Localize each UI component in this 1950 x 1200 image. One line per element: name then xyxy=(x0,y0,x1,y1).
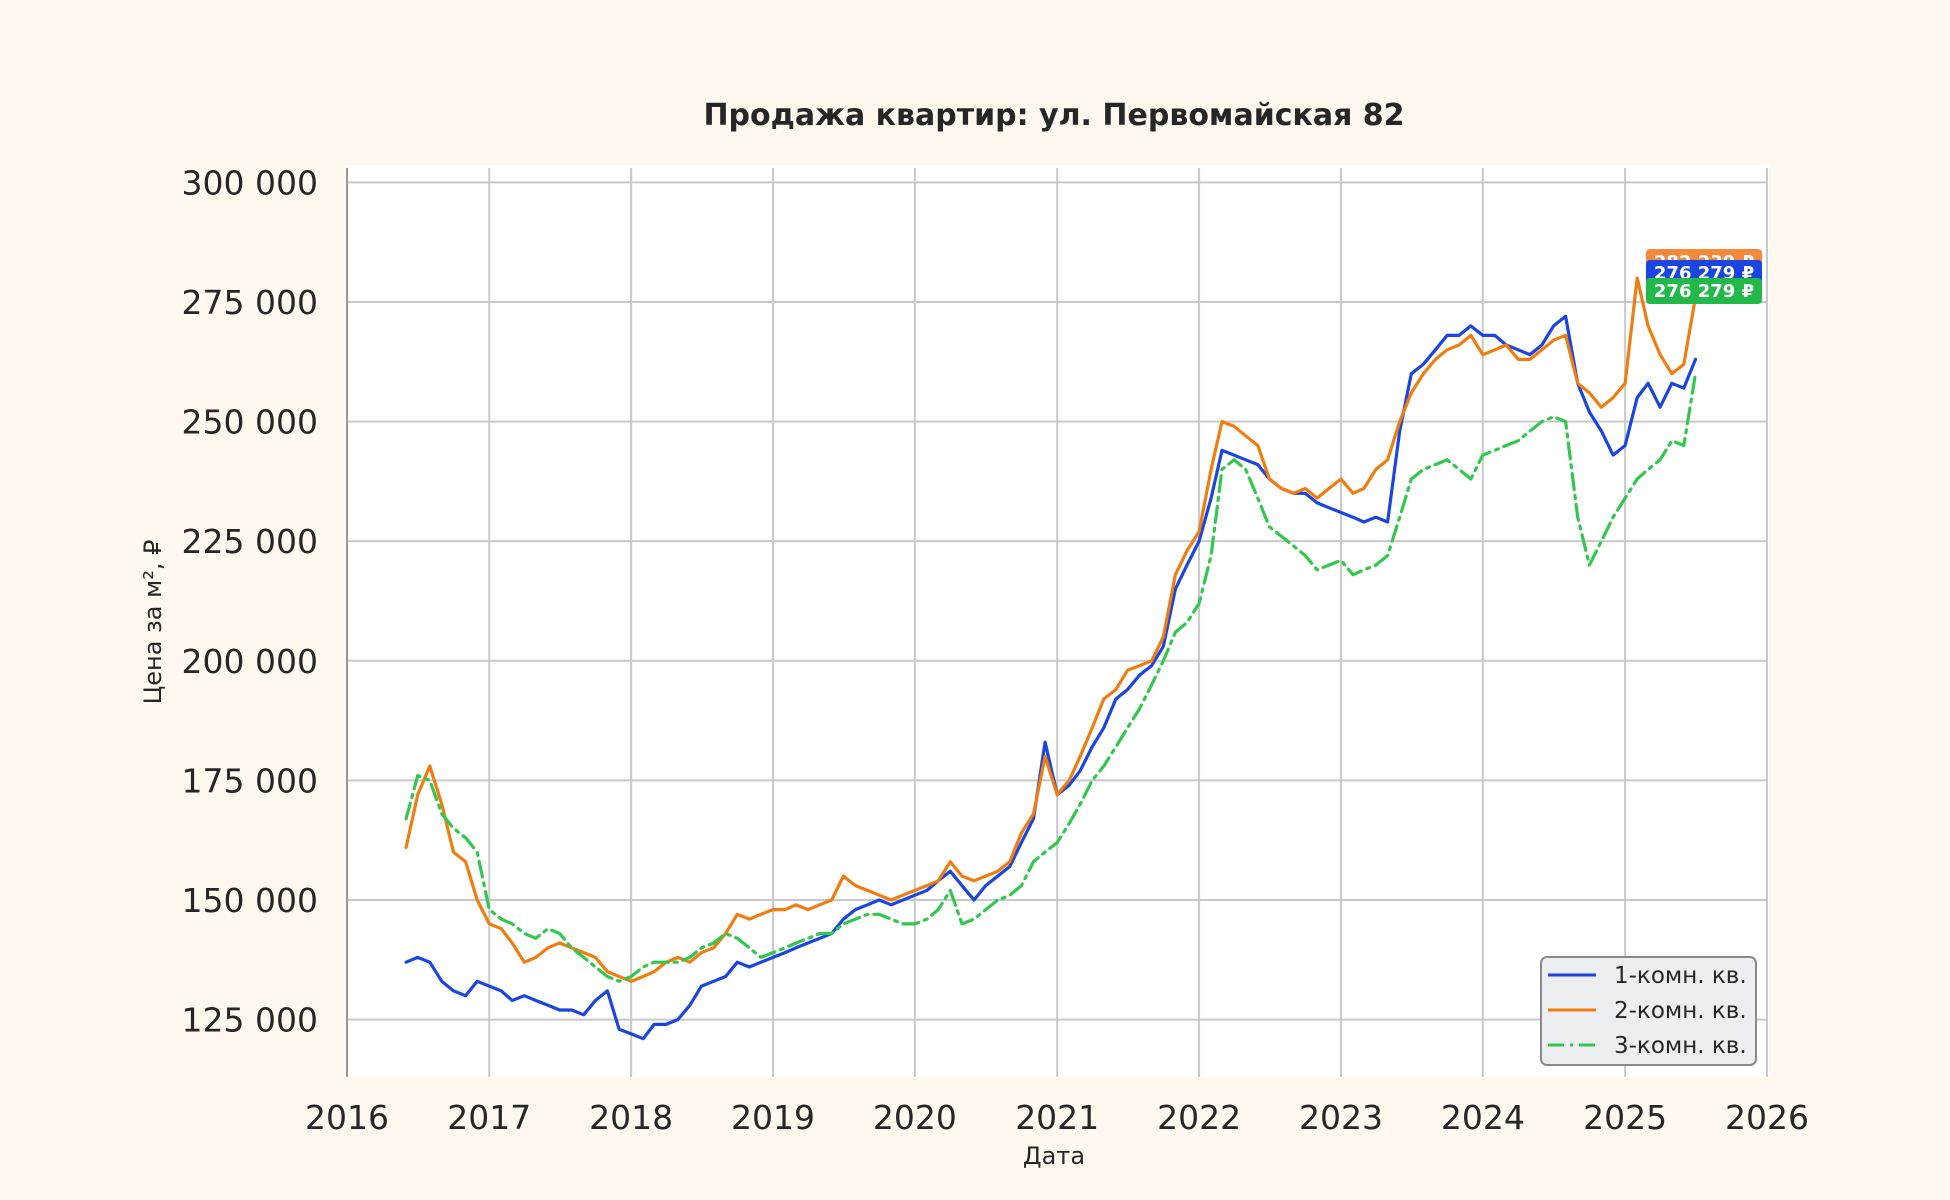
chart-title: Продажа квартир: ул. Первомайская 82 xyxy=(703,98,1404,133)
legend-label: 2-комн. кв. xyxy=(1614,998,1747,1024)
y-tick-label: 150 000 xyxy=(182,881,318,920)
x-tick-label: 2017 xyxy=(447,1098,531,1137)
legend: 1-комн. кв. 2-комн. кв. 3-комн. кв. xyxy=(1540,956,1757,1066)
x-tick-label: 2026 xyxy=(1725,1098,1809,1137)
y-tick-label: 200 000 xyxy=(182,642,318,681)
x-tick-label: 2023 xyxy=(1299,1098,1383,1137)
legend-box xyxy=(1540,956,1757,1066)
x-tick-label: 2021 xyxy=(1015,1098,1099,1137)
price-badge-label: 276 279 ₽ xyxy=(1654,281,1754,302)
x-axis-label: Дата xyxy=(1023,1142,1085,1170)
legend-item-2room: 2-комн. кв. xyxy=(1548,998,1747,1024)
y-tick-label: 175 000 xyxy=(182,761,318,800)
grid xyxy=(346,168,1768,1077)
series-line-1room xyxy=(404,314,1698,1041)
legend-label: 1-комн. кв. xyxy=(1614,963,1747,989)
price-badge: 276 279 ₽ xyxy=(1646,278,1762,304)
y-axis-label: Цена за м², ₽ xyxy=(139,540,167,705)
y-tick-label: 300 000 xyxy=(182,163,318,202)
price-badges: 282 239 ₽276 279 ₽276 279 ₽ xyxy=(1646,249,1762,304)
legend-item-1room: 1-комн. кв. xyxy=(1548,963,1747,989)
series-line-3room xyxy=(404,372,1698,983)
y-tick-label: 275 000 xyxy=(182,283,318,322)
x-tick-label: 2024 xyxy=(1441,1098,1525,1137)
y-tick-label: 250 000 xyxy=(182,403,318,442)
x-tick-label: 2020 xyxy=(873,1098,957,1137)
x-tick-label: 2019 xyxy=(731,1098,815,1137)
y-tick-label: 225 000 xyxy=(182,522,318,561)
series-lines xyxy=(404,276,1698,1041)
x-tick-label: 2022 xyxy=(1157,1098,1241,1137)
x-tick-label: 2025 xyxy=(1583,1098,1667,1137)
x-tick-labels: 2016 2017 2018 2019 2020 2021 2022 2023 2024 2025… xyxy=(305,1098,1809,1137)
legend-label: 3-комн. кв. xyxy=(1614,1033,1747,1059)
legend-item-3room: 3-комн. кв. xyxy=(1548,1033,1747,1059)
price-badge-background xyxy=(1646,278,1762,304)
x-tick-label: 2018 xyxy=(589,1098,673,1137)
x-tick-label: 2016 xyxy=(305,1098,389,1137)
y-tick-label: 125 000 xyxy=(182,1001,318,1040)
series-line-2room xyxy=(404,276,1698,983)
y-tick-labels: 125 000 150 000 175 000 200 000 225 000 250 0… xyxy=(182,163,318,1039)
